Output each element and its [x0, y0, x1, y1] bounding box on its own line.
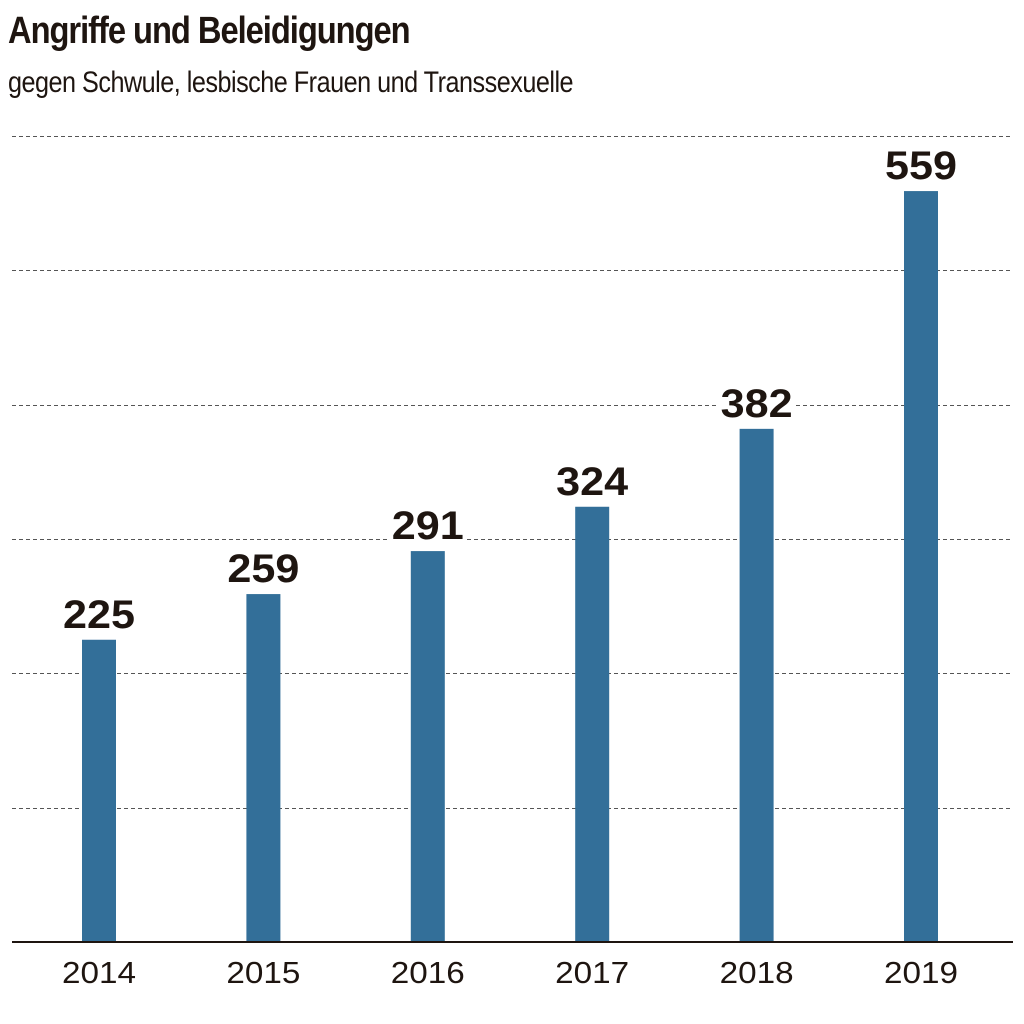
value-label-background: [225, 550, 302, 587]
bars: [82, 191, 938, 942]
chart-title: Angriffe und Beleidigungen: [8, 10, 411, 52]
value-label-background: [718, 384, 795, 421]
bar-2014: [82, 639, 116, 942]
x-tick-labels: 2014 2015 2016 2017 2018 2019: [62, 955, 958, 990]
value-label-background: [554, 462, 631, 499]
x-tick-label-2018: 2018: [720, 955, 794, 990]
value-label-2018: 382: [721, 382, 793, 426]
bar-2016: [410, 551, 445, 942]
value-label-2014: 225: [63, 593, 135, 637]
value-label-2015: 259: [227, 547, 299, 591]
gridlines: [12, 136, 1013, 809]
chart-subtitle: gegen Schwule, lesbische Frauen und Tran…: [8, 66, 574, 99]
bar-2015: [246, 594, 281, 942]
value-label-background: [883, 147, 959, 184]
x-tick-label-2015: 2015: [226, 955, 300, 990]
bar-2018: [739, 428, 774, 942]
value-label-2016: 291: [392, 504, 464, 548]
x-tick-label-2019: 2019: [884, 955, 958, 990]
value-label-background: [61, 595, 137, 632]
x-tick-label-2014: 2014: [62, 955, 136, 990]
x-tick-label-2016: 2016: [391, 955, 465, 990]
value-label-2017: 324: [556, 460, 629, 504]
x-tick-label-2017: 2017: [555, 955, 629, 990]
value-label-2019: 559: [885, 144, 957, 188]
bar-2017: [575, 506, 610, 942]
bar-2019: [904, 191, 938, 942]
value-labels: 225 259 291 324 382 559: [61, 144, 959, 637]
value-label-background: [389, 507, 466, 544]
